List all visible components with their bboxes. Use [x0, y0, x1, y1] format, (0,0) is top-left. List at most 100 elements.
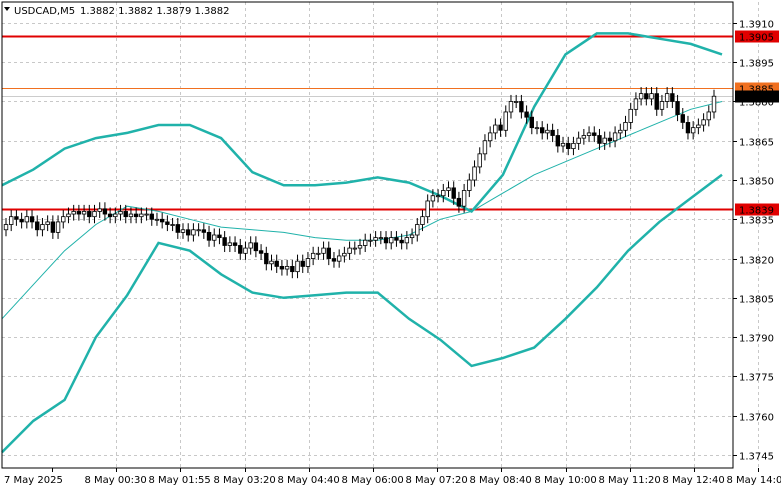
- candle: [633, 92, 639, 116]
- candle: [81, 204, 87, 221]
- candle-body: [425, 200, 430, 218]
- ohlc-values: 1.3882 1.3882 1.3879 1.3882: [80, 6, 230, 17]
- candle-body: [35, 221, 40, 231]
- candle-body: [212, 234, 217, 241]
- candle: [300, 254, 305, 273]
- candle-body: [102, 208, 108, 215]
- candle-body: [227, 242, 233, 246]
- candle-body: [378, 237, 384, 240]
- candle-body: [456, 197, 462, 207]
- candle-body: [217, 234, 222, 239]
- candle-body: [430, 195, 436, 202]
- candle: [321, 241, 326, 260]
- candle-body: [597, 135, 602, 144]
- candle-body: [394, 237, 399, 241]
- candle-body: [40, 224, 45, 231]
- candle-body: [571, 142, 576, 150]
- candle-body: [435, 195, 441, 198]
- x-tick-label: 8 May 10:00: [535, 475, 597, 486]
- candle-body: [618, 129, 623, 134]
- candle: [503, 105, 508, 137]
- candle: [461, 183, 467, 213]
- price-labels: 1.3905 1.3885 1.3839 1.3882: [735, 30, 779, 217]
- candle-body: [3, 224, 9, 231]
- candle-body: [92, 211, 97, 218]
- candle: [456, 191, 462, 213]
- candle-body: [159, 218, 165, 223]
- candle-body: [222, 237, 227, 246]
- candle-body: [493, 124, 498, 134]
- candle-body: [71, 211, 76, 215]
- candle-body: [45, 221, 50, 225]
- candle: [420, 210, 425, 232]
- level-lines: [2, 35, 733, 211]
- candle-body: [290, 266, 295, 273]
- candle: [24, 210, 30, 229]
- candle-body: [284, 266, 290, 270]
- candle-body: [680, 114, 685, 123]
- candle-body: [269, 260, 274, 265]
- candle-body: [97, 208, 102, 212]
- y-tick-label: 1.3895: [739, 59, 774, 70]
- x-tick-label: 8 May 08:40: [470, 475, 532, 486]
- candle: [701, 113, 706, 132]
- candle: [201, 223, 207, 239]
- candle: [159, 212, 165, 229]
- candle: [29, 210, 35, 229]
- candle: [644, 87, 649, 106]
- y-tick-label: 1.3760: [739, 413, 774, 424]
- candle-body: [50, 221, 56, 233]
- candle: [336, 249, 342, 268]
- candle: [711, 89, 717, 119]
- candle: [274, 254, 279, 273]
- candle: [139, 207, 144, 224]
- candle: [529, 110, 534, 135]
- candle-body: [664, 93, 670, 102]
- candle: [378, 231, 384, 245]
- y-tick-label: 1.3805: [739, 295, 774, 306]
- candle-body: [191, 229, 196, 236]
- candle: [305, 252, 311, 273]
- candle-body: [352, 247, 357, 250]
- x-tick-label: 8 May 00:30: [85, 475, 147, 486]
- candle: [284, 259, 290, 276]
- bollinger-upper-line: [1, 32, 723, 213]
- candle-body: [300, 260, 305, 267]
- candle-body: [180, 229, 186, 233]
- candle-body: [524, 111, 529, 118]
- candle-body: [123, 211, 128, 218]
- x-tick-label: 8 May 04:40: [278, 475, 340, 486]
- candle-body: [628, 108, 633, 123]
- candle: [540, 121, 545, 140]
- candle: [659, 94, 665, 116]
- candle: [586, 126, 592, 143]
- y-tick-label: 1.3820: [739, 256, 774, 267]
- candle-body: [446, 187, 451, 191]
- candle-body: [498, 124, 503, 131]
- symbol-label: USDCAD,M5: [14, 6, 75, 17]
- candle: [383, 231, 389, 250]
- candle: [326, 241, 331, 266]
- candle-body: [581, 135, 587, 139]
- candle: [87, 204, 92, 224]
- candle-body: [347, 247, 352, 254]
- candle-body: [607, 137, 613, 142]
- candle-body: [76, 211, 82, 215]
- candle: [690, 121, 696, 140]
- candle-body: [576, 137, 581, 144]
- candle-body: [196, 229, 201, 232]
- candle-body: [602, 137, 607, 144]
- candle-body: [477, 153, 482, 168]
- level-label: 1.3905: [739, 33, 774, 44]
- candle: [35, 215, 40, 237]
- candle-body: [540, 127, 545, 134]
- candle-body: [472, 166, 477, 181]
- candle-body: [336, 255, 342, 262]
- dropdown-triangle-icon[interactable]: [4, 7, 10, 11]
- candle: [295, 254, 300, 279]
- candle: [493, 118, 498, 140]
- candle: [123, 204, 128, 224]
- bollinger-bands: [1, 32, 723, 454]
